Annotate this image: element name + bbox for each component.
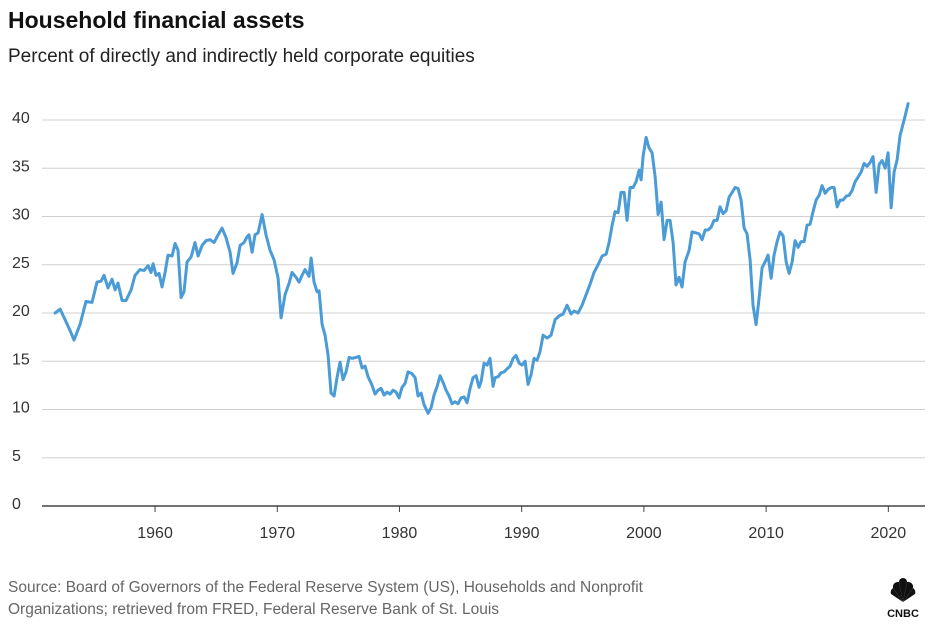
x-tick-label: 2020 xyxy=(871,525,907,542)
logo: CNBC xyxy=(887,578,919,620)
logo-text: CNBC xyxy=(887,608,919,620)
y-tick-label: 5 xyxy=(12,448,21,465)
source-note: Source: Board of Governors of the Federa… xyxy=(8,579,644,596)
chart-title: Household financial assets xyxy=(8,7,305,33)
x-tick-label: 1960 xyxy=(137,525,173,542)
x-tick-label: 1990 xyxy=(504,525,540,542)
y-tick-label: 15 xyxy=(12,351,30,368)
y-tick-label: 25 xyxy=(12,255,30,272)
chart-subtitle: Percent of directly and indirectly held … xyxy=(8,46,475,67)
y-tick-label: 10 xyxy=(12,400,30,417)
data-line xyxy=(53,102,910,415)
x-tick-label: 1970 xyxy=(259,525,295,542)
logo-peacock xyxy=(890,578,916,602)
source-note: Organizations; retrieved from FRED, Fede… xyxy=(8,601,499,618)
y-tick-label: 40 xyxy=(12,110,30,127)
y-tick-label: 30 xyxy=(12,207,30,224)
y-tick-label: 35 xyxy=(12,158,30,175)
x-tick-label: 2010 xyxy=(748,525,784,542)
x-tick-label: 1980 xyxy=(382,525,418,542)
x-tick-label: 2000 xyxy=(626,525,662,542)
y-tick-label: 20 xyxy=(12,303,30,320)
y-tick-label: 0 xyxy=(12,496,21,513)
